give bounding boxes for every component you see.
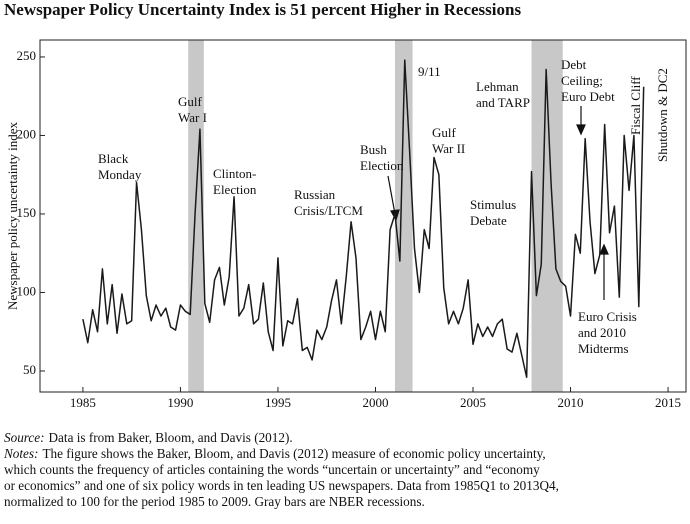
arrow-head [576, 124, 586, 136]
arrow [387, 175, 396, 215]
arrow-head [599, 243, 609, 255]
annotation: Black [98, 151, 129, 166]
source-label: Source: [4, 430, 45, 445]
annotation: Crisis/LTCM [294, 203, 363, 218]
data-line [82, 59, 645, 378]
annotation: Election [213, 182, 257, 197]
x-tick-label: 2010 [558, 395, 584, 410]
annotation: Ceiling; [561, 73, 603, 88]
x-tick-label: 1985 [70, 395, 96, 410]
annotation: Euro Crisis [578, 309, 637, 324]
y-tick-label: 100 [17, 283, 37, 298]
annotation: Clinton- [213, 166, 256, 181]
annotation: Russian [294, 187, 336, 202]
note-line: Notes: The figure shows the Baker, Bloom,… [3, 446, 546, 461]
annotation: War I [178, 110, 207, 125]
annotation: Gulf [178, 94, 203, 109]
annotation: Election [360, 158, 404, 173]
plot-frame [39, 39, 687, 393]
annotation: Euro Debt [561, 89, 615, 104]
x-tick-label: 2015 [655, 395, 681, 410]
annotation: Midterms [578, 341, 629, 356]
annotation: War II [432, 141, 465, 156]
note-text: or economics” and one of six policy word… [4, 478, 559, 493]
annotation: Monday [98, 167, 142, 182]
arrows [387, 106, 609, 300]
x-tick-label: 1990 [167, 395, 193, 410]
annotation: and 2010 [578, 325, 626, 340]
note-text: The figure shows the Baker, Bloom, and D… [42, 446, 545, 461]
annotation: Bush [360, 142, 387, 157]
annotation: 9/11 [418, 64, 441, 79]
recession-bar [188, 40, 204, 392]
y-tick-label: 150 [17, 205, 37, 220]
y-axis-label: Newspaper policy uncertainty index [5, 121, 20, 310]
annotation: Lehman [476, 79, 519, 94]
y-tick-label: 200 [17, 126, 37, 141]
annotation: Stimulus [470, 197, 516, 212]
source: Source: Data is from Baker, Bloom, and Da… [4, 430, 293, 445]
note-line: or economics” and one of six policy word… [4, 478, 559, 493]
x-tick-label: 2000 [362, 395, 388, 410]
source-text: Data is from Baker, Bloom, and Davis (20… [49, 430, 293, 445]
annotation: Debt [561, 57, 587, 72]
y-tick-label: 250 [17, 48, 37, 63]
note-line: normalized to 100 for the period 1985 to… [4, 494, 425, 509]
annotation: Shutdown & DC2 [655, 68, 670, 162]
note-text: which counts the frequency of articles c… [4, 462, 540, 477]
x-tick-label: 2005 [460, 395, 486, 410]
annotation: Gulf [432, 125, 457, 140]
note-text: normalized to 100 for the period 1985 to… [4, 494, 425, 509]
chart-title: Newspaper Policy Uncertainty Index is 51… [4, 0, 521, 19]
annotation: Fiscal Cliff [628, 76, 643, 135]
annotation: and TARP [476, 95, 530, 110]
y-tick-label: 50 [23, 362, 36, 377]
note-line: which counts the frequency of articles c… [4, 462, 540, 477]
notes-label: Notes: [3, 446, 38, 461]
x-tick-label: 1995 [265, 395, 291, 410]
annotation: Debate [470, 213, 507, 228]
